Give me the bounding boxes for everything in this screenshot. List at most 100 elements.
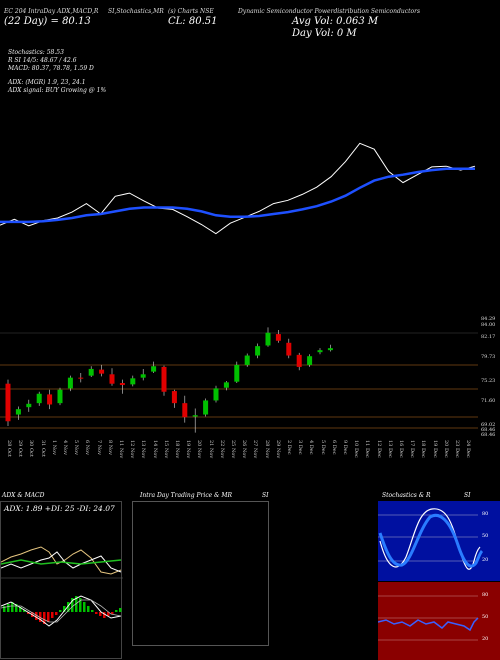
stoch-panel-si: SI: [464, 492, 471, 499]
candle-body: [234, 364, 240, 382]
price-label: 84.00: [481, 322, 496, 328]
candle-body: [140, 374, 146, 378]
macd-bar: [7, 604, 10, 612]
candle-body: [244, 355, 250, 365]
macd-bar: [111, 612, 114, 614]
candle-body: [171, 391, 177, 404]
price-label: 82.17: [481, 334, 496, 340]
candle-body: [78, 377, 84, 379]
candle-body: [161, 366, 167, 392]
header-left: EC 204 IntraDay ADX,MACD,R: [4, 8, 99, 15]
header-avg-vol: Avg Vol: 0.063 M: [292, 16, 379, 27]
candle-body: [203, 400, 209, 415]
date-label: 16 Dec: [398, 440, 404, 458]
stoch-tick-80: 80: [482, 511, 489, 517]
rsi-line: [378, 617, 479, 632]
price-label: 84.29: [481, 316, 496, 322]
date-label: 27 Nov: [252, 440, 259, 459]
macd-bar: [59, 610, 62, 612]
candle-body: [67, 377, 73, 389]
candle-body: [275, 334, 281, 341]
date-label: 5 Nov: [73, 440, 80, 455]
candlestick-chart: [5, 327, 333, 433]
ema-line: [0, 167, 475, 224]
rsi-panel: 80 50 20: [378, 582, 500, 660]
price-label: 79.73: [481, 354, 496, 360]
candle-body: [5, 383, 11, 422]
date-label: 8 Nov: [106, 440, 113, 455]
candle-body: [26, 403, 32, 408]
candle-body: [327, 348, 333, 351]
date-label: 28 Oct: [6, 440, 12, 457]
candle-body: [109, 374, 115, 384]
macd-line: [1, 595, 122, 627]
date-label: 18 Nov: [174, 440, 180, 459]
stoch-d-line: [378, 513, 484, 568]
candle-body: [119, 383, 125, 386]
header-title: Dynamic Semiconductor Powerdistribution …: [238, 8, 421, 15]
stoch-k-line: [379, 508, 481, 570]
date-label: 26 Nov: [241, 440, 248, 459]
macd-bar: [91, 610, 94, 612]
date-label: 4 Nov: [62, 440, 68, 455]
date-label: 6 Nov: [84, 440, 91, 455]
header-ema: (22 Day) = 80.13: [4, 16, 91, 27]
candle-body: [307, 356, 313, 365]
macd-bar: [63, 606, 66, 612]
macd-bar: [107, 612, 110, 616]
date-label: 20 Nov: [196, 440, 203, 459]
macd-bar: [23, 610, 26, 612]
price-label: 68.46: [481, 432, 496, 438]
price-ema-line-chart: [0, 142, 476, 235]
rsi-tick-80: 80: [482, 592, 489, 598]
date-label: 29 Oct: [17, 440, 24, 457]
date-label: 21 Nov: [207, 440, 214, 459]
date-label: 31 Oct: [39, 440, 46, 457]
candle-body: [36, 393, 42, 404]
price-label: 69.02: [481, 422, 496, 428]
header-mid2: (s) Charts NSE: [168, 8, 214, 15]
date-label: 5 Dec: [319, 440, 326, 455]
date-label: 3 Dec: [297, 440, 304, 455]
date-label: 12 Dec: [375, 440, 382, 458]
macd-bar: [11, 602, 14, 612]
date-label: 2 Dec: [286, 440, 292, 455]
date-label: 11 Dec: [364, 440, 371, 458]
macd-bar: [119, 608, 122, 612]
stoch-tick-50: 50: [482, 533, 489, 539]
date-label: 14 Nov: [151, 440, 158, 459]
date-label: 20 Dec: [442, 440, 449, 458]
macd-bar: [71, 598, 74, 612]
date-label: 17 Dec: [409, 440, 416, 458]
date-label: 9 Dec: [342, 440, 348, 455]
date-label: 25 Nov: [230, 440, 236, 459]
date-label: 1 Nov: [50, 440, 57, 455]
price-label: 75.23: [481, 378, 496, 384]
header-day-vol: Day Vol: 0 M: [292, 28, 357, 39]
price-label: 68.46: [481, 427, 496, 433]
macd-bar: [83, 602, 86, 612]
adx-values: ADX: 1.89 +DI: 25 -DI: 24.07: [4, 504, 115, 513]
candle-body: [88, 368, 94, 376]
macd-bar: [55, 612, 58, 615]
macd-bar: [15, 604, 18, 612]
macd-bar: [27, 612, 30, 614]
macd-bar: [115, 610, 118, 612]
date-label: 22 Nov: [218, 440, 225, 459]
stat-adx: ADX: (MGR) 1.9, 23, 24.1: [8, 79, 86, 86]
date-label: 15 Nov: [162, 440, 169, 459]
candle-body: [213, 388, 219, 401]
macd-bar: [67, 602, 70, 612]
date-label: 18 Dec: [420, 440, 427, 458]
macd-bar: [95, 612, 98, 614]
date-label: 28 Nov: [263, 440, 270, 459]
candle-body: [265, 332, 271, 346]
intraday-panel-si: SI: [262, 492, 269, 499]
date-label: 4 Dec: [308, 440, 315, 455]
macd-bar: [103, 612, 106, 618]
candle-body: [182, 403, 188, 418]
date-label: 19 Nov: [185, 440, 192, 459]
candle-body: [296, 354, 302, 367]
macd-bar: [51, 612, 54, 618]
date-label: 11 Nov: [118, 440, 124, 459]
